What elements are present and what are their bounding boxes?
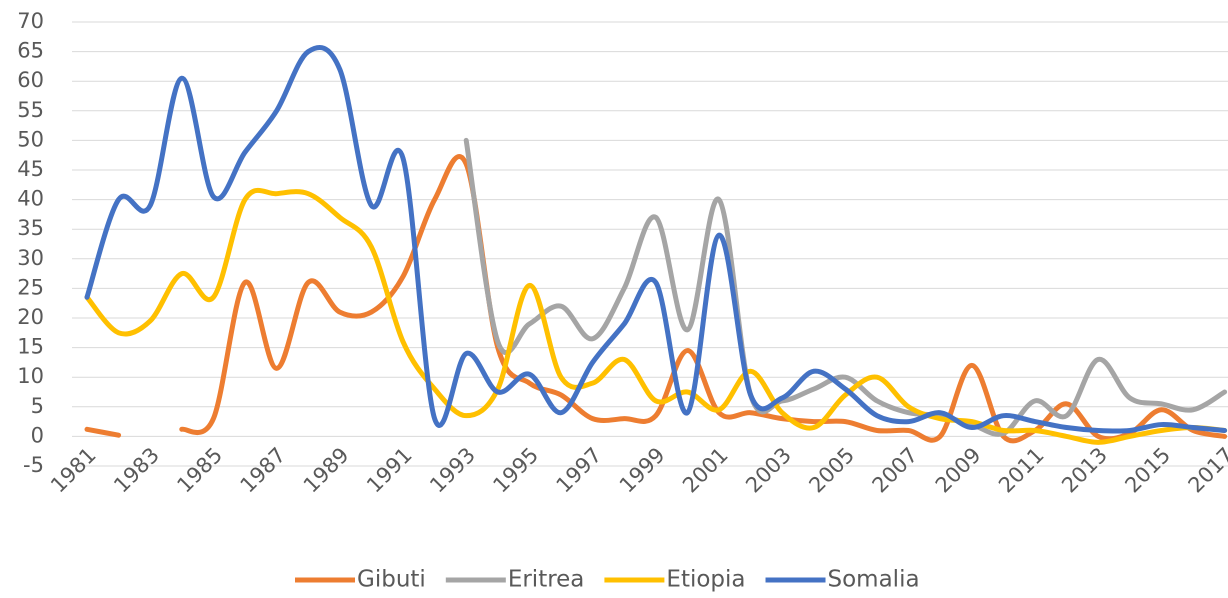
y-tick-label: 10 [17, 364, 44, 388]
y-tick-label: 60 [17, 68, 44, 92]
x-tick-label: 2003 [741, 443, 796, 498]
x-tick-label: 1995 [488, 443, 543, 498]
series-line [463, 137, 1228, 437]
series-line [84, 426, 122, 438]
y-tick-label: 0 [31, 423, 44, 447]
y-tick-label: 55 [17, 98, 44, 122]
legend-label: Etiopia [666, 567, 745, 593]
x-tick-label: 2011 [994, 443, 1049, 498]
x-tick-label: 1999 [615, 443, 670, 498]
y-tick-label: 25 [17, 275, 44, 299]
legend-label: Eritrea [508, 567, 585, 593]
y-tick-label: 20 [17, 305, 44, 329]
y-tick-label: 45 [17, 157, 44, 181]
x-tick-label: 2007 [868, 443, 923, 498]
y-tick-label: 5 [31, 394, 44, 418]
x-tick-label: 1991 [362, 443, 417, 498]
x-tick-label: 2009 [931, 443, 986, 498]
x-tick-label: 2005 [804, 443, 859, 498]
y-tick-label: 40 [17, 187, 44, 211]
x-tick-label: 1981 [46, 443, 101, 498]
y-tick-label: 30 [17, 246, 44, 270]
x-tick-label: 2015 [1120, 443, 1175, 498]
legend: Gibuti Eritrea Etiopia Somalia [295, 567, 920, 593]
x-tick-label: 1993 [425, 443, 480, 498]
y-tick-label: 35 [17, 216, 44, 240]
legend-label: Somalia [828, 567, 920, 593]
x-tick-label: 1997 [552, 443, 607, 498]
y-tick-label: -5 [23, 453, 44, 477]
x-tick-label: 2001 [678, 443, 733, 498]
x-tick-label: 1987 [236, 443, 291, 498]
y-tick-label: 70 [17, 9, 44, 33]
y-tick-label: 50 [17, 127, 44, 151]
x-tick-label: 2017 [1184, 443, 1228, 498]
series-line [84, 187, 1228, 445]
x-tick-label: 2013 [1057, 443, 1112, 498]
x-tick-label: 1989 [299, 443, 354, 498]
y-tick-label: 65 [17, 39, 44, 63]
y-tick-label: 15 [17, 335, 44, 359]
series-line [84, 44, 1228, 434]
legend-label: Gibuti [357, 567, 426, 593]
x-tick-label: 1985 [172, 443, 227, 498]
x-tick-label: 1983 [109, 443, 164, 498]
